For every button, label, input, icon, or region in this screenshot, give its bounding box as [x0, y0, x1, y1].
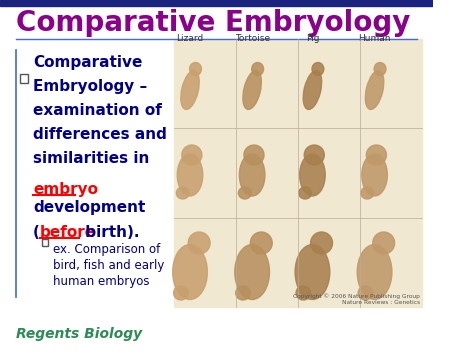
Ellipse shape: [244, 145, 264, 165]
Ellipse shape: [243, 71, 261, 109]
Ellipse shape: [173, 286, 188, 300]
Ellipse shape: [235, 245, 270, 300]
Text: Comparative Embryology: Comparative Embryology: [17, 9, 411, 37]
Ellipse shape: [250, 232, 272, 254]
Bar: [173, 39, 422, 307]
Text: Lizard: Lizard: [176, 34, 204, 43]
Ellipse shape: [366, 145, 386, 165]
Ellipse shape: [303, 71, 322, 109]
Ellipse shape: [300, 154, 325, 196]
Ellipse shape: [362, 154, 387, 196]
Ellipse shape: [239, 154, 265, 196]
Ellipse shape: [188, 232, 210, 254]
Bar: [20, 74, 28, 83]
Text: embryo: embryo: [33, 182, 98, 197]
Ellipse shape: [176, 187, 189, 199]
Text: Copyright © 2006 Nature Publishing Group
Nature Reviews : Genetics: Copyright © 2006 Nature Publishing Group…: [293, 294, 420, 305]
Ellipse shape: [361, 187, 374, 199]
Text: birth).: birth).: [81, 225, 140, 240]
Ellipse shape: [173, 245, 208, 300]
Ellipse shape: [238, 187, 251, 199]
Ellipse shape: [299, 187, 311, 199]
Text: differences and: differences and: [33, 127, 167, 142]
Ellipse shape: [358, 286, 373, 300]
Text: ex. Comparison of: ex. Comparison of: [53, 243, 160, 256]
Text: (: (: [33, 225, 40, 240]
Text: Regents Biology: Regents Biology: [17, 327, 143, 341]
Ellipse shape: [374, 62, 386, 76]
Ellipse shape: [236, 286, 250, 300]
Ellipse shape: [177, 154, 203, 196]
Text: Human: Human: [358, 34, 391, 43]
Ellipse shape: [182, 145, 202, 165]
Ellipse shape: [295, 245, 330, 300]
Bar: [0, 0, 433, 6]
Ellipse shape: [296, 286, 310, 300]
Ellipse shape: [304, 145, 324, 165]
Text: human embryos: human embryos: [53, 275, 149, 288]
Ellipse shape: [252, 62, 264, 76]
Ellipse shape: [181, 71, 199, 109]
Text: similarities in: similarities in: [33, 151, 149, 166]
Ellipse shape: [190, 62, 201, 76]
Ellipse shape: [365, 71, 384, 109]
Text: Comparative: Comparative: [33, 55, 142, 70]
Ellipse shape: [310, 232, 333, 254]
Text: Embryology –: Embryology –: [33, 79, 147, 94]
Ellipse shape: [373, 232, 395, 254]
Ellipse shape: [312, 62, 324, 76]
Text: Tortoise: Tortoise: [235, 34, 270, 43]
Text: Pig: Pig: [306, 34, 319, 43]
Bar: [42, 239, 48, 246]
Text: development: development: [33, 200, 145, 215]
Text: before: before: [40, 225, 96, 240]
Ellipse shape: [357, 245, 392, 300]
Text: bird, fish and early: bird, fish and early: [53, 259, 164, 272]
Text: examination of: examination of: [33, 103, 162, 118]
